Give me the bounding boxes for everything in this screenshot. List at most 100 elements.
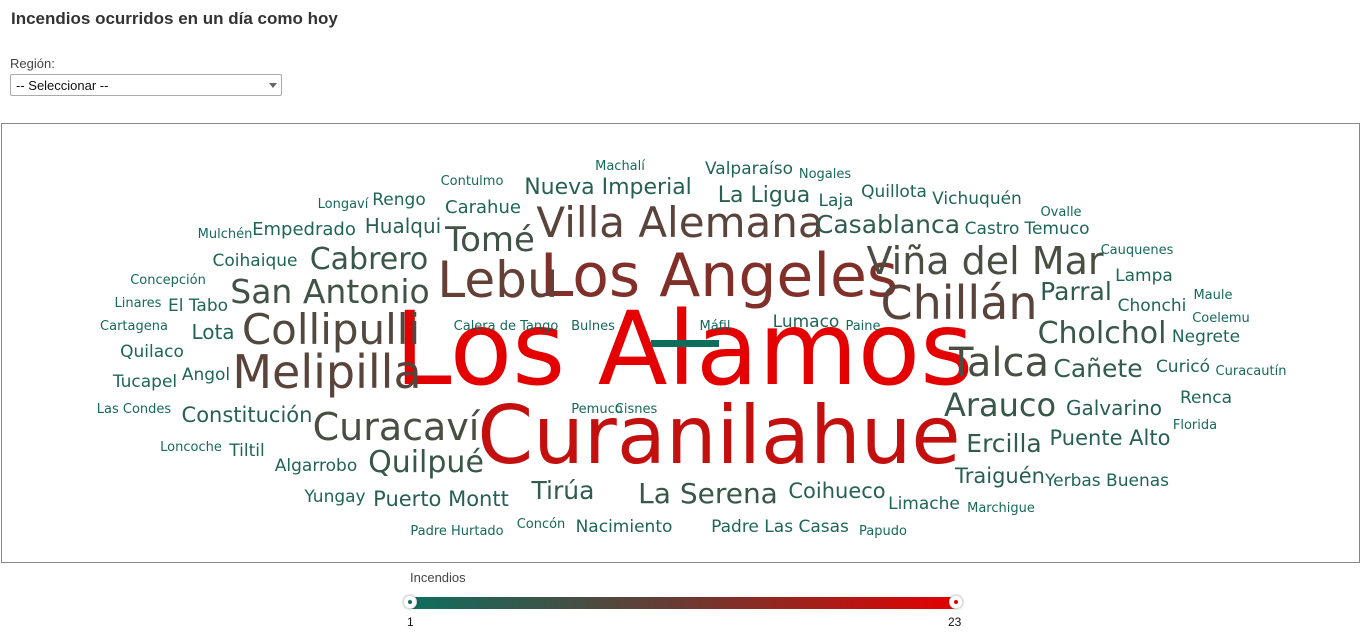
word-cloud-word[interactable]: San Antonio xyxy=(230,272,429,311)
word-cloud-word[interactable]: Collipulli xyxy=(242,305,420,354)
word-cloud-word[interactable]: Mulchén xyxy=(198,227,253,242)
legend-max-handle[interactable] xyxy=(949,595,963,609)
word-cloud-word[interactable]: Coelemu xyxy=(1192,311,1250,326)
word-cloud-word[interactable]: Valparaíso xyxy=(705,159,793,179)
word-cloud-word[interactable]: Máfil xyxy=(700,319,731,334)
word-cloud-word[interactable]: Temuco xyxy=(1023,219,1089,239)
word-cloud-word[interactable]: Traiguén xyxy=(954,464,1045,488)
word-cloud-word[interactable]: Coihaique xyxy=(213,251,298,271)
word-cloud-word[interactable]: Ovalle xyxy=(1040,205,1081,220)
word-cloud-word[interactable]: Lebu xyxy=(437,251,558,309)
word-cloud-word[interactable]: Pemuco xyxy=(571,402,622,417)
word-cloud-word[interactable]: Parral xyxy=(1040,277,1112,306)
legend-max-label: 23 xyxy=(948,615,962,629)
word-cloud-word[interactable]: Tiltil xyxy=(228,441,264,461)
word-cloud-word[interactable]: Los Alamos xyxy=(395,290,974,409)
word-cloud-word[interactable]: Galvarino xyxy=(1066,396,1162,420)
page-title: Incendios ocurridos en un día como hoy xyxy=(11,9,338,28)
word-cloud-word[interactable]: La Ligua xyxy=(718,183,811,208)
word-cloud-word[interactable]: Curanilahue xyxy=(477,389,960,482)
word-cloud-word[interactable]: Florida xyxy=(1173,418,1217,433)
word-cloud-word[interactable]: Longaví xyxy=(318,197,369,212)
word-cloud-word[interactable]: Chillán xyxy=(881,276,1038,330)
word-cloud-word[interactable]: Quilaco xyxy=(120,342,184,362)
word-cloud-word[interactable]: Vichuquén xyxy=(932,189,1022,209)
word-cloud-word[interactable]: Papudo xyxy=(859,524,907,539)
word-cloud-word[interactable]: Villa Alemana xyxy=(536,198,823,247)
word-cloud-word[interactable]: Calera de Tango xyxy=(454,319,559,334)
word-cloud-word[interactable]: Castro xyxy=(965,219,1020,239)
word-cloud-panel: Los Alamos Curanilahue Los Angeles Lebu Vill… xyxy=(1,123,1360,563)
word-cloud-word[interactable]: Concón xyxy=(517,517,566,532)
word-cloud-word[interactable]: Los Angeles xyxy=(540,241,898,311)
word-cloud-word[interactable]: Yerbas Buenas xyxy=(1044,471,1169,491)
legend-title: Incendios xyxy=(410,570,466,585)
word-cloud-word[interactable]: Negrete xyxy=(1172,327,1240,347)
word-cloud-word[interactable]: Padre Las Casas xyxy=(711,517,849,537)
word-cloud-word[interactable]: Curicó xyxy=(1156,357,1210,377)
word-cloud-word[interactable]: Curacaví xyxy=(313,405,481,449)
region-select[interactable]: -- Seleccionar -- xyxy=(10,74,282,96)
word-cloud-word[interactable]: Paine xyxy=(845,319,880,334)
word-cloud-word[interactable]: Nueva Imperial xyxy=(524,175,692,200)
word-cloud-word[interactable]: Maule xyxy=(1193,288,1232,303)
word-cloud-word[interactable]: Concepción xyxy=(130,273,206,288)
word-cloud-word[interactable]: Ercilla xyxy=(966,429,1041,458)
word-cloud-word[interactable]: Loncoche xyxy=(160,440,222,455)
word-cloud-word[interactable]: Marchigue xyxy=(967,501,1035,516)
word-cloud-word[interactable]: Talca xyxy=(948,340,1049,386)
word-cloud-word[interactable]: Constitución xyxy=(182,403,313,427)
word-cloud-word[interactable]: Cauquenes xyxy=(1101,243,1174,258)
word-cloud-word[interactable]: Lota xyxy=(191,320,234,344)
word-cloud-word[interactable]: Carahue xyxy=(445,197,521,218)
word-cloud-word[interactable]: Nacimiento xyxy=(576,517,673,537)
word-cloud-word[interactable]: Padre Hurtado xyxy=(410,524,503,539)
word-cloud-word[interactable]: Laja xyxy=(818,191,853,211)
word-cloud-word[interactable]: Empedrado xyxy=(252,219,356,240)
word-cloud-word[interactable]: Cisnes xyxy=(615,402,658,417)
word-cloud-word[interactable]: Lumaco xyxy=(773,312,840,332)
word-cloud-word[interactable]: Yungay xyxy=(303,487,365,507)
word-cloud-word[interactable]: Arauco xyxy=(944,386,1056,424)
legend-min-handle[interactable] xyxy=(403,595,417,609)
word-cloud-word[interactable]: Las Condes xyxy=(97,402,172,417)
word-cloud-word[interactable]: Nogales xyxy=(799,167,852,182)
word-cloud-word[interactable]: Tirúa xyxy=(531,476,595,505)
word-cloud-word[interactable]: Melipilla xyxy=(232,345,421,399)
word-cloud-word[interactable]: Algarrobo xyxy=(275,456,357,476)
word-cloud-word[interactable]: Puerto Montt xyxy=(373,487,509,511)
region-label: Región: xyxy=(10,56,55,71)
word-cloud-word[interactable]: Lampa xyxy=(1115,266,1173,286)
word-cloud-word[interactable]: Renca xyxy=(1180,388,1232,408)
word-cloud-word[interactable]: Cholchol xyxy=(1038,316,1167,351)
legend-min-label: 1 xyxy=(407,615,414,629)
legend-color-bar xyxy=(410,597,956,609)
word-cloud-word[interactable]: Machalí xyxy=(595,159,645,174)
word-cloud-word[interactable]: Cartagena xyxy=(100,319,168,334)
word-cloud-word[interactable]: Hualqui xyxy=(365,214,441,238)
region-select-value: -- Seleccionar -- xyxy=(16,78,109,93)
word-cloud-word[interactable]: Quilpué xyxy=(368,445,484,480)
word-cloud-word[interactable]: Chonchi xyxy=(1118,296,1187,316)
word-cloud-word[interactable]: Tomé xyxy=(444,220,535,260)
word-cloud-word[interactable]: Contulmo xyxy=(441,174,504,189)
word-cloud-word[interactable]: Bulnes xyxy=(571,319,615,334)
word-cloud-word[interactable]: Linares xyxy=(115,296,162,311)
word-cloud-word[interactable]: Limache xyxy=(888,494,960,514)
word-cloud-word[interactable]: Coihueco xyxy=(788,479,885,503)
word-cloud-word[interactable]: Puente Alto xyxy=(1050,426,1171,450)
word-cloud-word[interactable]: Angol xyxy=(182,365,230,385)
word-cloud-word[interactable]: El Tabo xyxy=(168,296,228,316)
word-cloud-word[interactable]: Rengo xyxy=(372,190,425,210)
word-cloud-word[interactable]: Curacautín xyxy=(1216,364,1287,379)
word-cloud-word[interactable]: Casablanca xyxy=(816,210,960,239)
word-cloud-word[interactable]: Cabrero xyxy=(310,242,429,277)
word-cloud-word[interactable]: Quillota xyxy=(861,182,927,202)
word-cloud-overlap-cluster xyxy=(651,340,719,347)
word-cloud-word[interactable]: Cañete xyxy=(1053,354,1142,383)
word-cloud-word[interactable]: La Serena xyxy=(638,477,778,510)
chevron-down-icon xyxy=(269,83,277,88)
word-cloud-word[interactable]: Tucapel xyxy=(112,372,177,392)
word-cloud-word[interactable]: Viña del Mar xyxy=(867,239,1104,283)
